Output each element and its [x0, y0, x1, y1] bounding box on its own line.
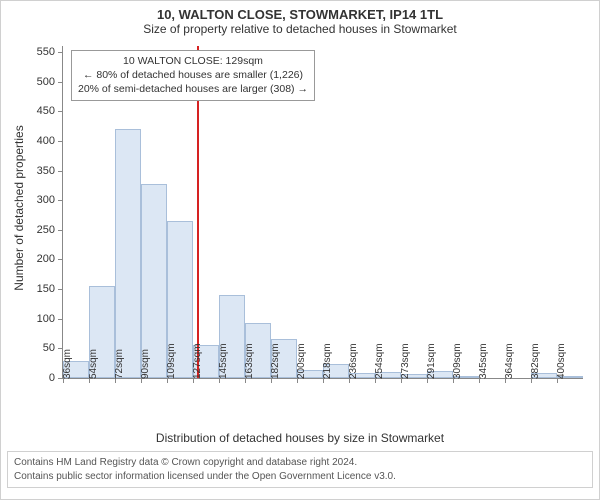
xtick-label: 309sqm [452, 378, 463, 379]
footer-line1: Contains HM Land Registry data © Crown c… [14, 456, 586, 470]
ytick-label: 550 [37, 46, 63, 58]
xtick-label: 291sqm [426, 378, 437, 379]
ytick-label: 50 [43, 342, 63, 354]
xtick-label: 273sqm [400, 378, 411, 379]
xtick-label: 382sqm [530, 378, 541, 379]
ytick-label: 450 [37, 105, 63, 117]
plot-area: 10 WALTON CLOSE: 129sqm ← 80% of detache… [62, 46, 583, 379]
chart-title-address: 10, WALTON CLOSE, STOWMARKET, IP14 1TL [7, 7, 593, 22]
xtick-label: 36sqm [62, 378, 73, 379]
xtick-label: 127sqm [192, 378, 203, 379]
annot-line3: 20% of semi-detached houses are larger (… [78, 82, 308, 96]
annot-line2: ← 80% of detached houses are smaller (1,… [78, 68, 308, 82]
annot-line1: 10 WALTON CLOSE: 129sqm [78, 54, 308, 68]
footer-line2: Contains public sector information licen… [14, 470, 586, 484]
xtick-label: 90sqm [140, 378, 151, 379]
xtick-label: 218sqm [322, 378, 333, 379]
xtick-label: 400sqm [556, 378, 567, 379]
ytick-label: 200 [37, 253, 63, 265]
bar [115, 129, 141, 378]
xtick-label: 236sqm [348, 378, 359, 379]
ytick-label: 250 [37, 224, 63, 236]
chart-area: Number of detached properties 10 WALTON … [7, 38, 593, 431]
footer-attribution: Contains HM Land Registry data © Crown c… [7, 451, 593, 488]
xtick-label: 182sqm [270, 378, 281, 379]
ytick-label: 0 [49, 372, 63, 384]
ytick-label: 500 [37, 76, 63, 88]
figure: { "titles": { "address": "10, WALTON CLO… [0, 0, 600, 500]
ytick-label: 300 [37, 194, 63, 206]
y-axis-label: Number of detached properties [12, 125, 26, 290]
ytick-label: 100 [37, 313, 63, 325]
ytick-label: 150 [37, 283, 63, 295]
x-axis-label: Distribution of detached houses by size … [7, 431, 593, 445]
ytick-label: 400 [37, 135, 63, 147]
xtick-label: 72sqm [114, 378, 125, 379]
marker-annotation: 10 WALTON CLOSE: 129sqm ← 80% of detache… [71, 50, 315, 101]
xtick-label: 200sqm [296, 378, 307, 379]
ytick-label: 350 [37, 165, 63, 177]
xtick-label: 109sqm [166, 378, 177, 379]
chart-subtitle: Size of property relative to detached ho… [7, 22, 593, 36]
xtick-label: 364sqm [504, 378, 515, 379]
xtick-label: 345sqm [478, 378, 489, 379]
xtick-label: 54sqm [88, 378, 99, 379]
xtick-label: 145sqm [218, 378, 229, 379]
xtick-label: 254sqm [374, 378, 385, 379]
xtick-label: 163sqm [244, 378, 255, 379]
